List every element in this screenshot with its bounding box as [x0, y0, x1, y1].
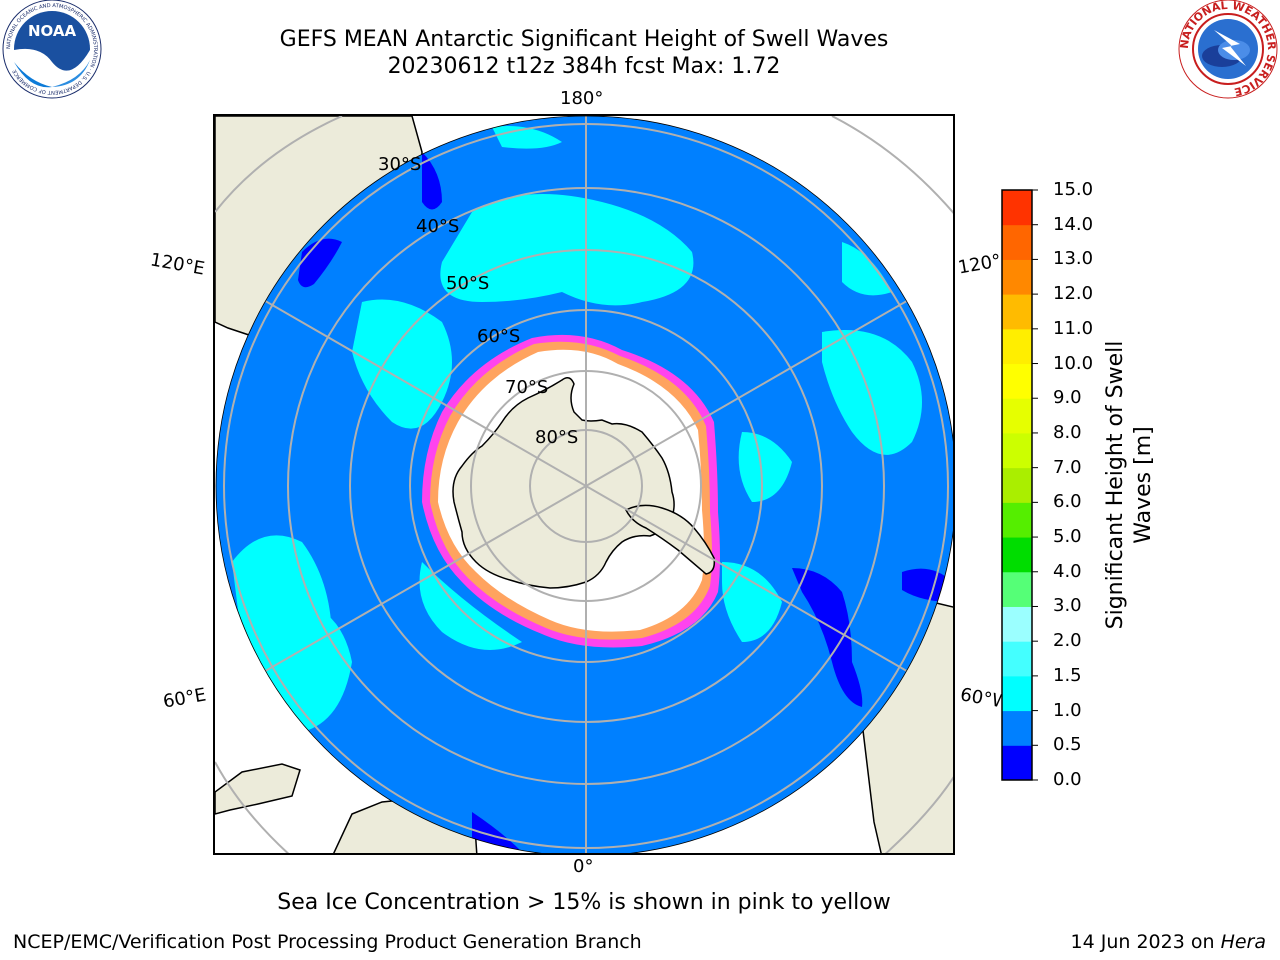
colorbar-tick-label: 2.0 — [1053, 630, 1082, 652]
outer-gridlines — [215, 116, 953, 853]
domain-boundary — [215, 116, 953, 853]
colorbar-band — [1002, 432, 1032, 469]
colorbar-tick-label: 11.0 — [1053, 317, 1094, 339]
lon-label-120e: 120°E — [148, 249, 207, 280]
colorbar-band — [1002, 537, 1032, 573]
lat-label-60s: 60°S — [477, 326, 520, 347]
swell-field — [216, 116, 953, 853]
colorbar-tick-label: 0.0 — [1053, 769, 1082, 790]
colorbar-band — [1002, 224, 1032, 260]
lat-label-40s: 40°S — [416, 216, 459, 237]
lon-label-60e: 60°E — [161, 684, 208, 713]
colorbar-band — [1002, 675, 1032, 712]
colorbar-band — [1002, 502, 1032, 538]
colorbar-band — [1002, 641, 1032, 677]
colorbar-tick-label: 13.0 — [1053, 248, 1094, 270]
colorbar-tick-label: 3.0 — [1053, 595, 1082, 617]
footer-date: 14 Jun 2023 on Hera — [1071, 931, 1266, 953]
colorbar-band — [1002, 745, 1032, 781]
madagascar-land — [215, 763, 301, 815]
colorbar-tick-label: 6.0 — [1053, 491, 1082, 513]
colorbar-band — [1002, 398, 1032, 434]
lon-label-180: 180° — [560, 88, 604, 109]
colorbar-tick-label: 1.5 — [1053, 664, 1082, 686]
noaa-logo: NOAA NATIONAL OCEANIC AND ATMOSPHERIC AD… — [2, 0, 102, 99]
colorbar-tick-label: 1.0 — [1053, 699, 1082, 721]
noaa-logo-text: NOAA — [28, 22, 77, 40]
colorbar-band — [1002, 710, 1032, 746]
colorbar-band — [1002, 190, 1032, 226]
colorbar-label: Significant Height of Swell Waves [m] — [1102, 341, 1158, 630]
colorbar-tick-label: 10.0 — [1053, 352, 1094, 374]
footer-date-text: 14 Jun 2023 on — [1070, 931, 1221, 953]
colorbar-frame — [1001, 189, 1033, 781]
colorbar-tick-label: 14.0 — [1053, 213, 1094, 235]
colorbar — [1001, 189, 1038, 781]
longitude-gridlines — [216, 116, 953, 853]
colorbar-band — [1002, 606, 1032, 642]
colorbar-band — [1002, 363, 1032, 399]
lat-label-50s: 50°S — [446, 273, 489, 294]
colorbar-tick-label: 8.0 — [1053, 421, 1082, 443]
antarctica-land — [452, 377, 675, 589]
polar-map-frame: 30°S 40°S 50°S 60°S 70°S 80°S — [213, 114, 955, 855]
lat-label-70s: 70°S — [505, 377, 548, 398]
lon-label-120w: 120°W — [956, 251, 1003, 279]
footer-branch: NCEP/EMC/Verification Post Processing Pr… — [13, 931, 642, 953]
colorbar-tick-label: 5.0 — [1053, 526, 1082, 548]
colorbar-tick-label: 15.0 — [1053, 179, 1094, 200]
colorbar-band — [1002, 259, 1032, 295]
forecast-subtitle: 20230612 t12z 384h fcst Max: 1.72 — [387, 54, 781, 79]
swell-patches-1.0-1.5 — [232, 126, 922, 732]
lat-label-30s: 30°S — [378, 154, 421, 175]
colorbar-band — [1002, 571, 1032, 607]
latitude-labels: 30°S 40°S 50°S 60°S 70°S 80°S — [378, 154, 578, 448]
colorbar-tick-label: 0.5 — [1053, 734, 1082, 756]
colorbar-tick-label: 4.0 — [1053, 560, 1082, 582]
lat-label-80s: 80°S — [535, 427, 578, 448]
colorbar-label-line2: Waves [m] — [1131, 426, 1156, 544]
colorbar-tick-label: 7.0 — [1053, 456, 1082, 478]
colorbar-tick-label: 9.0 — [1053, 387, 1082, 409]
colorbar-tick-label: 12.0 — [1053, 283, 1094, 305]
map-title: GEFS MEAN Antarctic Significant Height o… — [279, 27, 889, 52]
polar-map: 30°S 40°S 50°S 60°S 70°S 80°S — [215, 116, 953, 853]
colorbar-band — [1002, 328, 1032, 365]
colorbar-band — [1002, 294, 1032, 330]
colorbar-label-line1: Significant Height of Swell — [1103, 340, 1128, 630]
footer-machine: Hera — [1220, 931, 1266, 953]
nws-logo: NATIONAL WEATHER SERVICE — [1178, 0, 1278, 98]
sea-ice-caption: Sea Ice Concentration > 15% is shown in … — [277, 890, 891, 915]
lon-label-0: 0° — [573, 856, 594, 877]
colorbar-band — [1002, 467, 1032, 503]
